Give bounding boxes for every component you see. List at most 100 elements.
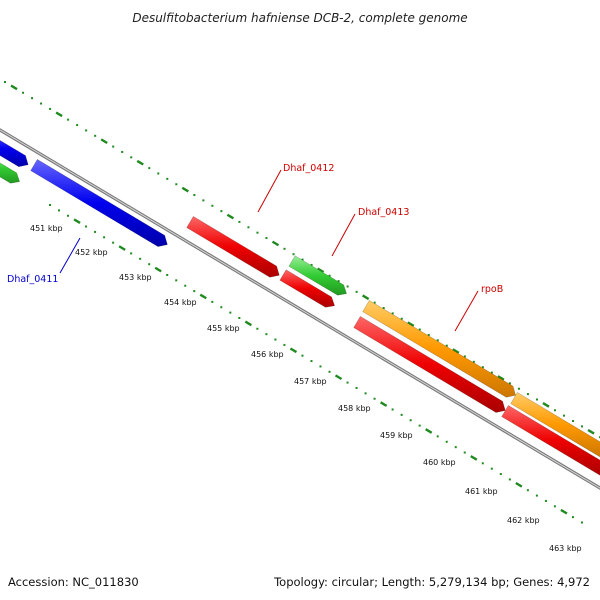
inner-track-major-tick bbox=[470, 455, 478, 461]
tick-label: 462 kbp bbox=[507, 516, 540, 525]
gene-label-dhaf-0412[interactable]: Dhaf_0412 bbox=[283, 163, 334, 174]
inner-track-minor-tick bbox=[310, 360, 313, 363]
tick-label: 453 kbp bbox=[119, 273, 152, 282]
inner-track-minor-tick bbox=[400, 413, 403, 416]
outer-track-minor-tick bbox=[400, 317, 403, 320]
inner-track-minor-tick bbox=[139, 257, 142, 260]
inner-track-minor-tick bbox=[355, 386, 358, 389]
outer-track-minor-tick bbox=[526, 393, 529, 396]
gene-dhaf-0411[interactable] bbox=[30, 158, 168, 247]
outer-track-minor-tick bbox=[427, 333, 430, 336]
gene-track bbox=[0, 130, 600, 476]
tick-labels: 451 kbp 452 kbp 453 kbp 454 kbp 455 kbp 456 k… bbox=[30, 224, 582, 553]
outer-track-minor-tick bbox=[581, 425, 584, 428]
leader-dhaf-0412 bbox=[257, 169, 282, 213]
outer-track-minor-tick bbox=[481, 366, 484, 369]
outer-track-major-tick bbox=[55, 111, 63, 118]
outer-track-major-tick bbox=[587, 428, 595, 435]
outer-track-minor-tick bbox=[238, 220, 241, 223]
outer-track-minor-tick bbox=[130, 156, 133, 159]
outer-track-major-tick bbox=[452, 348, 460, 354]
outer-track-minor-tick bbox=[193, 194, 196, 197]
inner-track-minor-tick bbox=[436, 435, 439, 438]
gene-dhaf-0412[interactable] bbox=[186, 215, 280, 278]
inner-track-minor-tick bbox=[508, 478, 511, 481]
outer-track-minor-tick bbox=[166, 177, 169, 180]
outer-track-minor-tick bbox=[112, 145, 115, 148]
inner-track-minor-tick bbox=[328, 370, 331, 373]
inner-track-minor-tick bbox=[544, 499, 547, 502]
inner-track-minor-tick bbox=[409, 419, 412, 422]
inner-track-minor-tick bbox=[346, 381, 349, 384]
outer-track-minor-tick bbox=[373, 301, 376, 304]
gene-label-dhaf-0413[interactable]: Dhaf_0413 bbox=[358, 207, 409, 218]
gene-dhaf-0413-red[interactable] bbox=[279, 269, 335, 308]
outer-track-minor-tick bbox=[418, 328, 421, 331]
inner-track-minor-tick bbox=[391, 408, 394, 411]
gene-rpoc-orange[interactable] bbox=[510, 391, 600, 458]
backbone-inner-line bbox=[0, 129, 600, 489]
inner-track-minor-tick bbox=[67, 214, 70, 217]
outer-track-minor-tick bbox=[337, 280, 340, 283]
gene-rpob-red[interactable] bbox=[353, 315, 506, 413]
outer-track-minor-tick bbox=[517, 387, 520, 390]
gene-dhaf-0410[interactable] bbox=[0, 130, 29, 168]
inner-track-minor-tick bbox=[571, 516, 574, 519]
outer-track-major-tick bbox=[542, 402, 550, 408]
tick-label: 459 kbp bbox=[380, 431, 413, 440]
inner-track-minor-tick bbox=[148, 263, 151, 266]
inner-track-major-tick bbox=[73, 218, 81, 224]
inner-track-minor-tick bbox=[526, 489, 529, 492]
outer-track-minor-tick bbox=[572, 420, 575, 423]
inner-track-minor-tick bbox=[373, 397, 376, 400]
inner-track-minor-tick bbox=[553, 505, 556, 508]
leader-dhaf-0413 bbox=[331, 213, 356, 257]
inner-track-major-tick bbox=[379, 401, 388, 407]
outer-track-minor-tick bbox=[310, 263, 313, 266]
outer-track-minor-tick bbox=[247, 226, 250, 229]
outer-track-major-tick bbox=[271, 240, 280, 247]
leader-dhaf-0411 bbox=[59, 237, 81, 274]
inner-track-minor-tick bbox=[49, 204, 51, 206]
outer-track-minor-tick bbox=[49, 107, 52, 110]
outer-track-minor-tick bbox=[67, 118, 70, 121]
outer-track-minor-tick bbox=[220, 210, 223, 213]
outer-track-minor-tick bbox=[85, 129, 88, 132]
gene-label-dhaf-0411[interactable]: Dhaf_0411 bbox=[7, 274, 58, 285]
gene-dhaf-0413[interactable] bbox=[288, 255, 347, 296]
inner-track-minor-tick bbox=[454, 446, 457, 449]
inner-track-minor-tick bbox=[175, 279, 178, 282]
gene-rpob[interactable] bbox=[362, 299, 516, 398]
label-leaders bbox=[59, 169, 479, 332]
outer-track-minor-tick bbox=[4, 81, 6, 83]
inner-track-minor-tick bbox=[265, 333, 268, 336]
inner-track-minor-tick bbox=[274, 338, 277, 341]
inner-track-minor-tick bbox=[463, 451, 466, 454]
outer-track-minor-tick bbox=[283, 247, 286, 250]
outer-track-minor-tick bbox=[382, 307, 385, 310]
tick-label: 460 kbp bbox=[423, 458, 456, 467]
inner-track-minor-tick bbox=[130, 252, 133, 255]
outer-track-major-tick bbox=[407, 321, 415, 327]
outer-track-major-tick bbox=[497, 375, 505, 381]
outer-track-minor-tick bbox=[76, 124, 79, 127]
inner-track-major-tick bbox=[244, 320, 252, 327]
outer-track-minor-tick bbox=[202, 199, 205, 202]
topology-text: Topology: circular; Length: 5,279,134 bp… bbox=[273, 575, 590, 589]
outer-track-minor-tick bbox=[292, 253, 295, 256]
gene-label-rpob[interactable]: rpoB bbox=[481, 284, 503, 295]
tick-label: 452 kbp bbox=[75, 248, 108, 257]
outer-track-minor-tick bbox=[391, 312, 394, 315]
gene-dhaf-0410-green[interactable] bbox=[0, 153, 20, 184]
inner-track-major-tick bbox=[334, 374, 343, 381]
inner-track-minor-tick bbox=[238, 317, 241, 320]
tick-label: 461 kbp bbox=[465, 487, 498, 496]
inner-track-minor-tick bbox=[418, 424, 421, 427]
inner-track-minor-tick bbox=[166, 273, 169, 276]
inner-track-minor-tick bbox=[229, 311, 232, 314]
inner-track-minor-tick bbox=[103, 236, 106, 239]
gene-rpoc-red[interactable] bbox=[501, 404, 600, 476]
accession-text: Accession: NC_011830 bbox=[8, 575, 139, 589]
outer-track-minor-tick bbox=[22, 91, 25, 94]
